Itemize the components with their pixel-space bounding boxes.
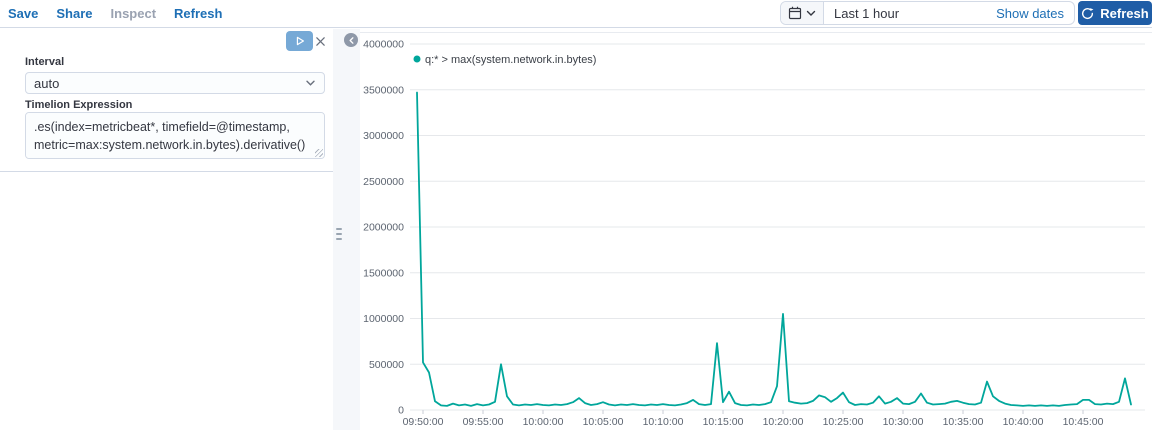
x-axis-label: 10:30:00 bbox=[883, 416, 924, 428]
x-axis-label: 10:45:00 bbox=[1063, 416, 1104, 428]
x-axis-label: 10:05:00 bbox=[583, 416, 624, 428]
legend-marker bbox=[413, 55, 421, 63]
x-axis-label: 10:15:00 bbox=[703, 416, 744, 428]
apply-changes-button[interactable] bbox=[286, 31, 313, 51]
refresh-button[interactable]: Refresh bbox=[1078, 1, 1152, 25]
y-axis-label: 1000000 bbox=[363, 313, 404, 325]
date-picker-toggle-button[interactable] bbox=[781, 2, 824, 24]
interval-label: Interval bbox=[25, 56, 65, 68]
visualization-panel: 0 500000 1000000 1500000 2000000 2500000 30000… bbox=[360, 29, 1152, 430]
x-axis-label: 10:35:00 bbox=[943, 416, 984, 428]
top-navigation-bar: Save Share Inspect Refresh Last 1 hour S… bbox=[0, 0, 1152, 28]
show-dates-link[interactable]: Show dates bbox=[996, 5, 1064, 21]
expression-label: Timelion Expression bbox=[25, 99, 133, 111]
x-axis-label: 10:00:00 bbox=[523, 416, 564, 428]
legend-label[interactable]: q:* > max(system.network.in.bytes) bbox=[425, 54, 596, 66]
y-axis-label: 500000 bbox=[369, 359, 404, 371]
refresh-button-label: Refresh bbox=[1100, 5, 1149, 21]
interval-select[interactable]: auto bbox=[25, 72, 325, 94]
save-link[interactable]: Save bbox=[8, 6, 39, 21]
visualize-action-links: Save Share Inspect Refresh bbox=[8, 0, 222, 27]
y-axis-label: 2500000 bbox=[363, 176, 404, 188]
timelion-editor-panel: Interval auto Timelion Expression .es(in… bbox=[0, 29, 333, 172]
x-axis-label: 10:40:00 bbox=[1003, 416, 1044, 428]
y-axis-label: 3000000 bbox=[363, 130, 404, 142]
y-axis-label: 0 bbox=[398, 405, 404, 417]
collapse-left-icon bbox=[348, 36, 354, 44]
calendar-icon bbox=[788, 6, 802, 20]
x-axis-label: 09:50:00 bbox=[403, 416, 444, 428]
close-icon bbox=[316, 37, 325, 46]
series-line bbox=[416, 91, 1132, 407]
inspect-link: Inspect bbox=[110, 6, 157, 21]
play-icon bbox=[296, 36, 304, 46]
chevron-down-icon bbox=[306, 80, 315, 86]
timelion-expression-input[interactable]: .es(index=metricbeat*, timefield=@timest… bbox=[25, 112, 325, 159]
timelion-chart: 0 500000 1000000 1500000 2000000 2500000 30000… bbox=[363, 39, 1145, 428]
time-picker: Last 1 hour Show dates bbox=[780, 1, 1075, 25]
y-axis-label: 4000000 bbox=[363, 39, 404, 51]
share-link[interactable]: Share bbox=[56, 6, 93, 21]
y-axis-label: 2000000 bbox=[363, 222, 404, 234]
x-axis-label: 10:25:00 bbox=[823, 416, 864, 428]
x-axis-label: 10:10:00 bbox=[643, 416, 684, 428]
drag-handle-icon[interactable] bbox=[336, 228, 343, 243]
collapse-editor-button[interactable] bbox=[344, 33, 358, 47]
refresh-icon bbox=[1082, 7, 1094, 19]
time-range-value[interactable]: Last 1 hour bbox=[834, 5, 900, 21]
y-axis-label: 3500000 bbox=[363, 84, 404, 96]
discard-changes-button[interactable] bbox=[312, 33, 329, 50]
x-axis-label: 09:55:00 bbox=[463, 416, 504, 428]
chevron-down-icon bbox=[806, 10, 816, 16]
interval-selected-value: auto bbox=[34, 75, 60, 91]
y-axis-label: 1500000 bbox=[363, 267, 404, 279]
refresh-link[interactable]: Refresh bbox=[174, 6, 223, 21]
x-axis-label: 10:20:00 bbox=[763, 416, 804, 428]
time-controls: Last 1 hour Show dates Refresh bbox=[780, 1, 1152, 25]
